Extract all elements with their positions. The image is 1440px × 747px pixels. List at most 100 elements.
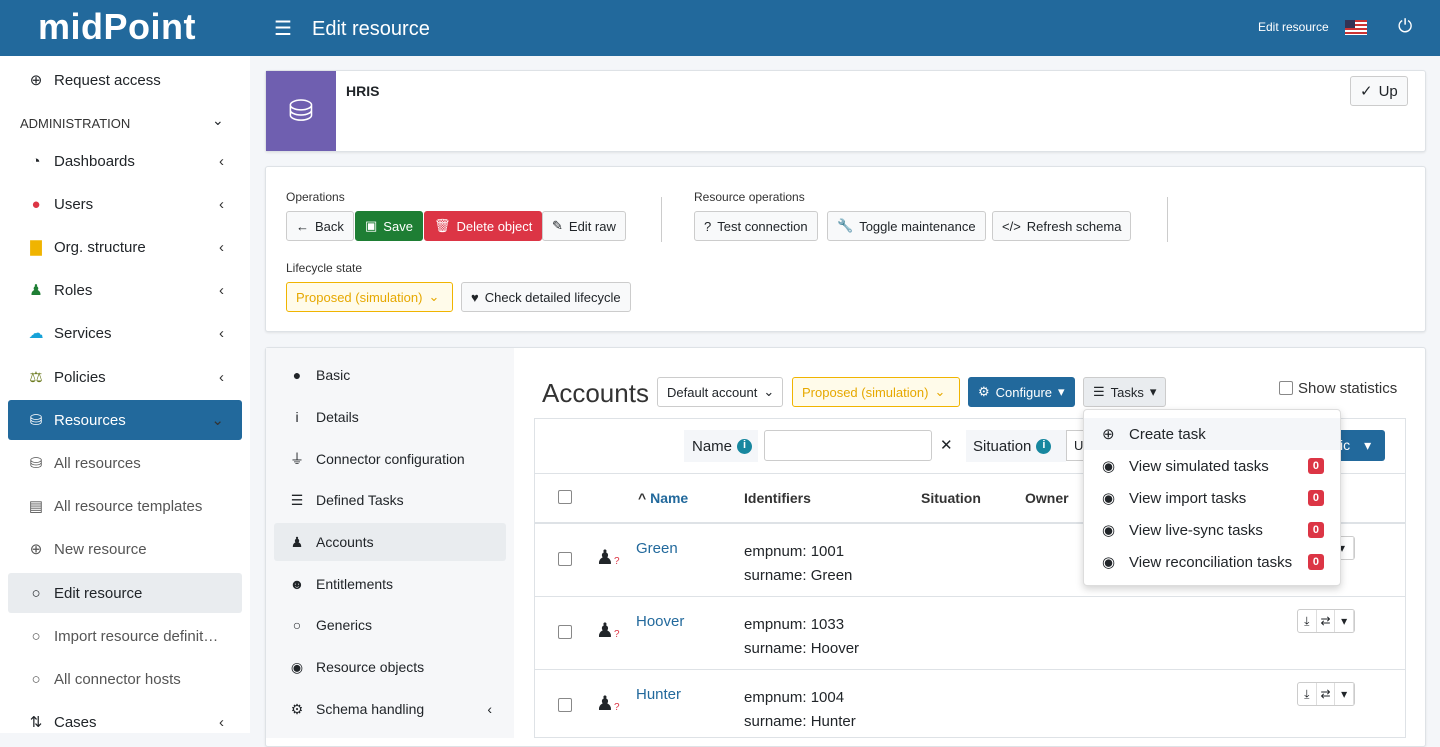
accounts-lifecycle-select[interactable]: Proposed (simulation) ⌄ (792, 377, 960, 407)
nav-entitlements[interactable]: ☻ Entitlements (274, 565, 506, 603)
row-checkbox[interactable] (558, 698, 572, 712)
check-lifecycle-button[interactable]: ♥ Check detailed lifecycle (461, 282, 631, 312)
account-unknown-icon: ♟? (596, 620, 620, 642)
nav-label: Generics (316, 617, 373, 633)
caret-down-icon: ▾ (1364, 437, 1372, 453)
plus-circle-icon: ⊕ (29, 72, 43, 89)
nav-basic[interactable]: ● Basic (274, 356, 506, 394)
caret-down-icon[interactable]: ▾ (1335, 683, 1355, 705)
cloud-icon: ☁ (28, 325, 44, 342)
nav-resource-objects[interactable]: ◉ Resource objects (274, 648, 506, 686)
accounts-title: Accounts (542, 378, 649, 408)
nav-details[interactable]: i Details (274, 398, 506, 436)
sidebar-item-label: Org. structure (54, 238, 146, 256)
caret-down-icon[interactable]: ▾ (1335, 610, 1355, 632)
nav-defined-tasks[interactable]: ☰ Defined Tasks (274, 481, 506, 519)
nav-generics[interactable]: ○ Generics (274, 606, 506, 644)
import-icon[interactable]: ⤓ (1298, 610, 1317, 632)
midpoint-logo[interactable]: midPoint (38, 6, 196, 47)
edit-raw-button[interactable]: ✎ Edit raw (542, 211, 626, 241)
name-search-input[interactable] (764, 430, 932, 461)
account-name-link[interactable]: Hoover (636, 613, 685, 630)
plug-icon: ⏚ (290, 451, 304, 467)
sidebar-item-label: Dashboards (54, 152, 135, 170)
sidebar-item-services[interactable]: ☁ Services ‹ (8, 313, 242, 353)
sidebar-item-label: Roles (54, 281, 93, 299)
kind-select[interactable]: Default account ⌄ (657, 377, 783, 407)
situation-filter-label: Situation i (966, 430, 1066, 462)
chevron-left-icon: ‹ (219, 152, 224, 170)
delete-object-button[interactable]: 🗑 Delete object (424, 211, 543, 241)
sidebar-item-label: Edit resource (54, 584, 143, 602)
sidebar-item-cases[interactable]: ⇅ Cases ‹ (8, 702, 242, 742)
lifecycle-select[interactable]: Proposed (simulation) ⌄ (286, 282, 453, 312)
sidebar-item-roles[interactable]: ♟ Roles ‹ (8, 270, 242, 310)
account-unknown-icon: ♟? (596, 693, 620, 715)
chevron-down-icon[interactable]: ⌄ (212, 112, 224, 128)
tasks-button[interactable]: ☰ Tasks ▾ (1083, 377, 1167, 407)
sidebar-item-all-connector-hosts[interactable]: ○ All connector hosts (8, 659, 242, 699)
identifiers: empnum: 1033 surname: Hoover (744, 613, 859, 661)
toggle-maintenance-button[interactable]: 🔧 Toggle maintenance (827, 211, 986, 241)
sync-icon[interactable]: ⇄ (1317, 683, 1336, 705)
sidebar-item-users[interactable]: ● Users ‹ (8, 184, 242, 224)
sidebar-item-import-resource-definition[interactable]: ○ Import resource definit… (8, 616, 242, 656)
show-statistics-checkbox[interactable] (1279, 381, 1293, 395)
menu-item-create-task[interactable]: ⊕ Create task (1084, 418, 1340, 450)
sidebar-item-dashboards[interactable]: ◔ Dashboards ‹ (8, 141, 242, 181)
sidebar-item-label: Import resource definit… (54, 627, 219, 645)
sidebar-item-label: Users (54, 195, 94, 213)
nav-connector-configuration[interactable]: ⏚ Connector configuration (274, 440, 506, 478)
plus-circle-icon: ⊕ (29, 541, 43, 558)
select-all-checkbox[interactable] (558, 490, 572, 504)
power-icon[interactable]: ⏻ (1398, 16, 1413, 36)
sidebar-item-org-structure[interactable]: ▇ Org. structure ‹ (8, 227, 242, 267)
file-icon: ▤ (28, 498, 44, 515)
sync-icon[interactable]: ⇄ (1317, 610, 1336, 632)
sidebar-item-request-access[interactable]: ⊕ Request access (8, 60, 242, 100)
account-name-link[interactable]: Green (636, 540, 678, 557)
save-button[interactable]: ▣ Save (355, 211, 423, 241)
sidebar-item-all-resource-templates[interactable]: ▤ All resource templates (8, 486, 242, 526)
menu-item-view-simulated-tasks[interactable]: ◉ View simulated tasks 0 (1084, 450, 1340, 482)
chevron-left-icon: ‹ (487, 701, 492, 717)
clear-icon[interactable]: ✕ (940, 437, 953, 454)
sidebar-item-label: Policies (54, 368, 106, 386)
nav-label: Connector configuration (316, 451, 465, 467)
count-badge: 0 (1307, 458, 1324, 474)
menu-item-view-import-tasks[interactable]: ◉ View import tasks 0 (1084, 482, 1340, 514)
row-checkbox[interactable] (558, 625, 572, 639)
wrench-icon: 🔧 (837, 218, 854, 233)
menu-toggle-icon[interactable]: ☰ (274, 18, 292, 40)
account-name-link[interactable]: Hunter (636, 686, 682, 703)
nav-accounts[interactable]: ♟ Accounts (274, 523, 506, 561)
sidebar-item-new-resource[interactable]: ⊕ New resource (8, 529, 242, 569)
refresh-schema-button[interactable]: </> Refresh schema (992, 211, 1132, 241)
column-name[interactable]: ^ Name (638, 490, 688, 506)
row-checkbox[interactable] (558, 552, 572, 566)
nav-schema-handling[interactable]: ⚙ Schema handling ‹ (274, 690, 506, 728)
sidebar-item-policies[interactable]: ⚖ Policies ‹ (8, 357, 242, 397)
save-label: Save (383, 218, 413, 234)
import-icon[interactable]: ⤓ (1298, 683, 1317, 705)
circle-icon: ○ (31, 584, 41, 602)
nav-label: Accounts (316, 534, 374, 550)
configure-button[interactable]: ⚙ Configure ▾ (968, 377, 1075, 407)
caret-down-icon[interactable]: ▾ (1331, 537, 1354, 559)
test-connection-button[interactable]: ? Test connection (694, 211, 818, 241)
check-icon: ✓ (1360, 83, 1373, 100)
sidebar-item-all-resources[interactable]: ⛁ All resources (8, 443, 242, 483)
table-row (534, 596, 1406, 669)
gear-icon: ⚙ (978, 384, 990, 399)
caret-down-icon: ▾ (1058, 384, 1065, 399)
menu-item-view-reconciliation-tasks[interactable]: ◉ View reconciliation tasks 0 (1084, 546, 1340, 578)
sidebar-item-resources[interactable]: ⛁ Resources ⌄ (8, 400, 242, 440)
top-header: midPoint ☰ Edit resource Edit resource ⏻ (0, 0, 1440, 56)
back-button[interactable]: ← Back (286, 211, 354, 241)
menu-item-view-live-sync-tasks[interactable]: ◉ View live-sync tasks 0 (1084, 514, 1340, 546)
us-flag-icon[interactable] (1345, 20, 1367, 35)
count-badge: 0 (1307, 522, 1324, 538)
up-button[interactable]: ✓ Up (1350, 76, 1408, 106)
sidebar-item-edit-resource[interactable]: ○ Edit resource (8, 573, 242, 613)
balance-icon: ⚖ (29, 369, 43, 386)
